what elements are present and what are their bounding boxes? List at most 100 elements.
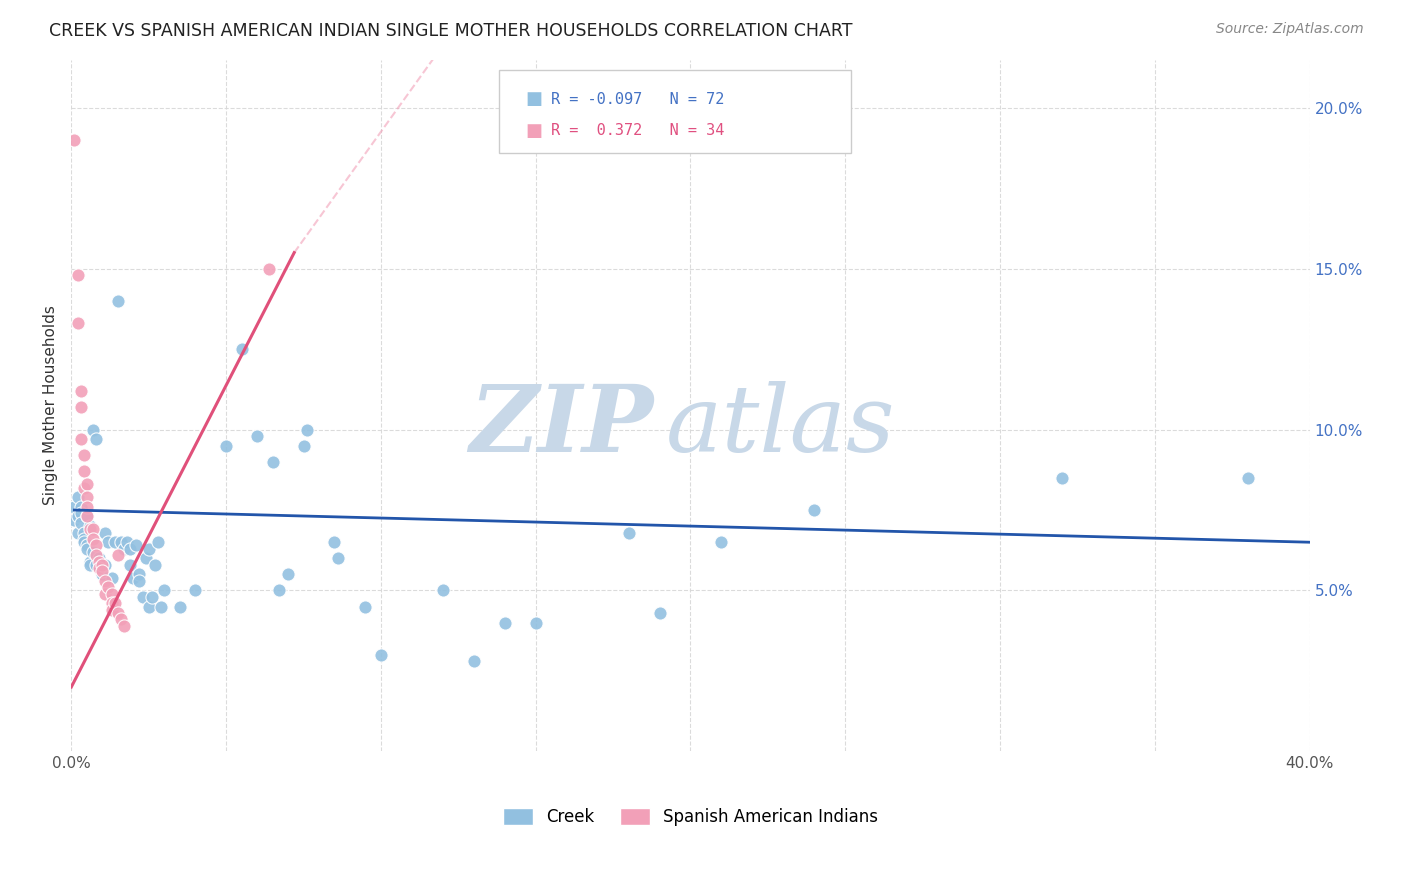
Point <box>115 535 138 549</box>
Point <box>84 538 107 552</box>
Point <box>76 538 98 552</box>
Point <box>112 619 135 633</box>
Y-axis label: Single Mother Households: Single Mother Households <box>44 306 58 506</box>
Point <box>76 509 98 524</box>
Point <box>63 133 86 147</box>
Point <box>69 384 91 398</box>
Point <box>169 599 191 614</box>
Point <box>104 535 127 549</box>
Point <box>66 490 89 504</box>
Point <box>73 532 96 546</box>
Point <box>76 500 98 514</box>
Point <box>135 551 157 566</box>
Legend: Creek, Spanish American Indians: Creek, Spanish American Indians <box>496 801 884 833</box>
Point <box>277 567 299 582</box>
Point <box>69 500 91 514</box>
Point <box>246 429 269 443</box>
Point <box>97 535 120 549</box>
Point <box>1050 471 1073 485</box>
Point <box>262 455 284 469</box>
Point <box>215 439 238 453</box>
Point <box>128 574 150 588</box>
Point <box>131 590 153 604</box>
Point <box>66 509 89 524</box>
Point <box>143 558 166 572</box>
Point <box>120 558 142 572</box>
Point <box>146 535 169 549</box>
Point <box>138 599 160 614</box>
Point <box>104 596 127 610</box>
Point <box>1236 471 1258 485</box>
Text: Source: ZipAtlas.com: Source: ZipAtlas.com <box>1216 22 1364 37</box>
Point <box>91 567 114 582</box>
Point <box>82 423 104 437</box>
Point <box>259 261 281 276</box>
Point <box>73 448 96 462</box>
Text: ZIP: ZIP <box>470 381 654 471</box>
Point <box>66 525 89 540</box>
Point <box>89 555 111 569</box>
Point <box>432 583 454 598</box>
Point <box>91 564 114 578</box>
Point <box>76 509 98 524</box>
Point <box>84 432 107 446</box>
Point <box>494 615 516 630</box>
Point <box>63 513 86 527</box>
Point <box>120 541 142 556</box>
Point <box>231 342 253 356</box>
Point <box>89 551 111 566</box>
Text: R =  0.372   N = 34: R = 0.372 N = 34 <box>551 123 724 138</box>
Point <box>100 596 122 610</box>
Text: ■: ■ <box>526 122 543 140</box>
Point <box>94 525 117 540</box>
Point <box>82 532 104 546</box>
Point <box>354 599 377 614</box>
Point <box>323 535 346 549</box>
Point <box>84 548 107 562</box>
Point <box>295 423 318 437</box>
Point <box>326 551 349 566</box>
Point <box>89 561 111 575</box>
Point <box>107 606 129 620</box>
Point <box>69 516 91 530</box>
Point <box>94 587 117 601</box>
Point <box>153 583 176 598</box>
Point <box>107 548 129 562</box>
Text: R = -0.097   N = 72: R = -0.097 N = 72 <box>551 92 724 106</box>
Point <box>141 590 163 604</box>
Point <box>110 535 132 549</box>
Point <box>73 465 96 479</box>
Point <box>128 567 150 582</box>
Point <box>110 612 132 626</box>
Point <box>292 439 315 453</box>
Point <box>463 654 485 668</box>
Point <box>76 477 98 491</box>
FancyBboxPatch shape <box>499 70 852 153</box>
Point <box>267 583 290 598</box>
Text: CREEK VS SPANISH AMERICAN INDIAN SINGLE MOTHER HOUSEHOLDS CORRELATION CHART: CREEK VS SPANISH AMERICAN INDIAN SINGLE … <box>49 22 852 40</box>
Point <box>79 519 101 533</box>
Point <box>82 522 104 536</box>
Point <box>76 490 98 504</box>
Point <box>97 580 120 594</box>
Point <box>69 400 91 414</box>
Point <box>91 567 114 582</box>
Point <box>69 432 91 446</box>
Text: ■: ■ <box>526 90 543 108</box>
Point <box>100 587 122 601</box>
Point <box>100 571 122 585</box>
Point <box>76 541 98 556</box>
Point <box>82 545 104 559</box>
Point <box>73 525 96 540</box>
Point <box>84 558 107 572</box>
Point <box>617 525 640 540</box>
Point <box>66 317 89 331</box>
Point <box>79 558 101 572</box>
Point <box>69 506 91 520</box>
Point <box>91 558 114 572</box>
Point <box>107 293 129 308</box>
Point <box>94 574 117 588</box>
Point <box>100 603 122 617</box>
Point <box>803 503 825 517</box>
Point <box>63 500 86 514</box>
